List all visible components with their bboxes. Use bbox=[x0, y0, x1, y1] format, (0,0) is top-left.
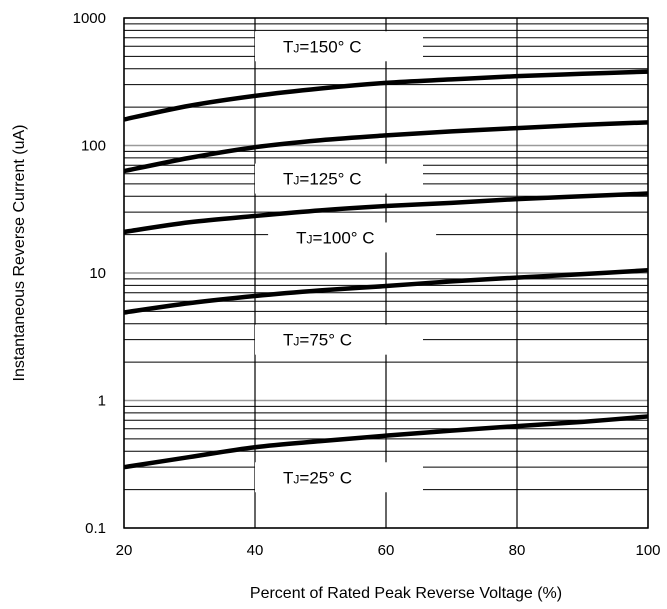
x-tick-label: 20 bbox=[116, 542, 133, 559]
series-layer bbox=[123, 69, 649, 470]
y-tick-label: 10 bbox=[89, 265, 106, 282]
y-axis-title: Instantaneous Reverse Current (uA) bbox=[11, 124, 28, 381]
x-tick-label: 80 bbox=[509, 542, 526, 559]
x-axis-title: Percent of Rated Peak Reverse Voltage (%… bbox=[250, 585, 562, 602]
series-label: TJ=100° C bbox=[296, 228, 374, 247]
series-label: TJ=75° C bbox=[283, 331, 352, 350]
series-label-background bbox=[255, 31, 423, 62]
series-label-background bbox=[255, 163, 423, 194]
x-tick-label: 60 bbox=[378, 542, 395, 559]
tick-label-layer: 20 40 60 80 100 0.1 1 10 100 1000 bbox=[73, 10, 661, 559]
series-label-background bbox=[255, 462, 423, 493]
y-tick-label: 1 bbox=[98, 393, 106, 410]
series-label: TJ=125° C bbox=[283, 170, 361, 189]
series-line bbox=[123, 414, 649, 470]
series-label-layer: TJ=150° C TJ=125° C TJ=100° C TJ=75° C TJ=25… bbox=[255, 31, 437, 493]
x-tick-label: 40 bbox=[247, 542, 264, 559]
series-line bbox=[123, 268, 649, 315]
series-line bbox=[123, 191, 649, 235]
series-label: TJ=150° C bbox=[283, 37, 361, 56]
series-line bbox=[123, 120, 649, 174]
plot-frame bbox=[123, 17, 649, 529]
y-tick-label: 100 bbox=[81, 138, 106, 155]
series-label: TJ=25° C bbox=[283, 468, 352, 487]
series-label-background bbox=[255, 324, 423, 355]
y-tick-label: 1000 bbox=[73, 10, 106, 27]
series-line bbox=[123, 69, 649, 122]
x-tick-label: 100 bbox=[635, 542, 660, 559]
series-label-background bbox=[268, 222, 437, 253]
y-tick-label: 0.1 bbox=[85, 520, 106, 537]
